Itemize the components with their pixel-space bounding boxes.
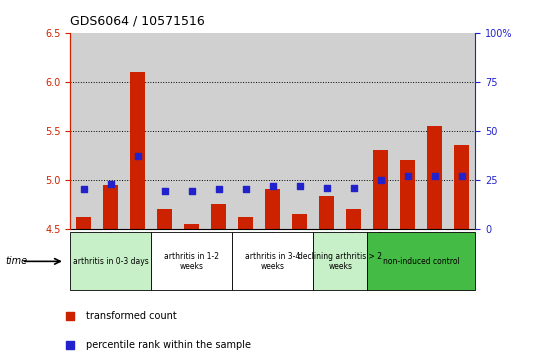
Text: GDS6064 / 10571516: GDS6064 / 10571516 xyxy=(70,15,205,28)
Bar xyxy=(124,33,151,229)
Point xyxy=(133,153,142,159)
Point xyxy=(349,185,358,191)
Bar xyxy=(292,214,307,229)
Bar xyxy=(400,160,415,229)
Bar xyxy=(319,196,334,229)
Bar xyxy=(151,33,178,229)
Bar xyxy=(448,33,475,229)
Bar xyxy=(454,146,469,229)
Bar xyxy=(211,204,226,229)
Point xyxy=(160,188,169,194)
Text: arthritis in 0-3 days: arthritis in 0-3 days xyxy=(73,257,148,266)
Bar xyxy=(340,33,367,229)
Bar xyxy=(151,232,232,290)
Bar xyxy=(178,33,205,229)
Point xyxy=(187,188,196,194)
Text: arthritis in 1-2
weeks: arthritis in 1-2 weeks xyxy=(164,252,219,271)
Point xyxy=(241,187,250,192)
Bar xyxy=(313,33,340,229)
Text: non-induced control: non-induced control xyxy=(383,257,460,266)
Point xyxy=(79,187,88,192)
Text: time: time xyxy=(5,256,28,266)
Bar xyxy=(265,189,280,229)
Bar xyxy=(205,33,232,229)
Bar xyxy=(232,33,259,229)
Bar xyxy=(97,33,124,229)
Point xyxy=(268,195,277,201)
Bar xyxy=(373,150,388,229)
Bar xyxy=(313,232,367,290)
Point xyxy=(430,173,439,179)
Bar xyxy=(70,33,97,229)
Bar xyxy=(421,33,448,229)
Text: declining arthritis > 2
weeks: declining arthritis > 2 weeks xyxy=(298,252,382,271)
Point xyxy=(268,183,277,188)
Point xyxy=(403,173,412,179)
Point xyxy=(106,181,115,187)
Bar xyxy=(259,33,286,229)
Point xyxy=(214,187,223,192)
Point xyxy=(376,177,385,183)
Bar xyxy=(238,217,253,229)
Bar xyxy=(103,184,118,229)
Bar xyxy=(232,232,313,290)
Bar xyxy=(367,33,394,229)
Text: transformed count: transformed count xyxy=(86,311,177,321)
Text: arthritis in 3-4
weeks: arthritis in 3-4 weeks xyxy=(245,252,300,271)
Bar xyxy=(367,232,475,290)
Bar xyxy=(76,217,91,229)
Bar xyxy=(130,72,145,229)
Point xyxy=(322,185,331,191)
Bar xyxy=(184,224,199,229)
Bar xyxy=(394,33,421,229)
Text: percentile rank within the sample: percentile rank within the sample xyxy=(86,340,252,350)
Bar xyxy=(286,33,313,229)
Bar xyxy=(70,232,151,290)
Bar xyxy=(157,209,172,229)
Bar xyxy=(346,209,361,229)
Point xyxy=(457,173,466,179)
Bar xyxy=(427,126,442,229)
Point xyxy=(295,183,304,188)
